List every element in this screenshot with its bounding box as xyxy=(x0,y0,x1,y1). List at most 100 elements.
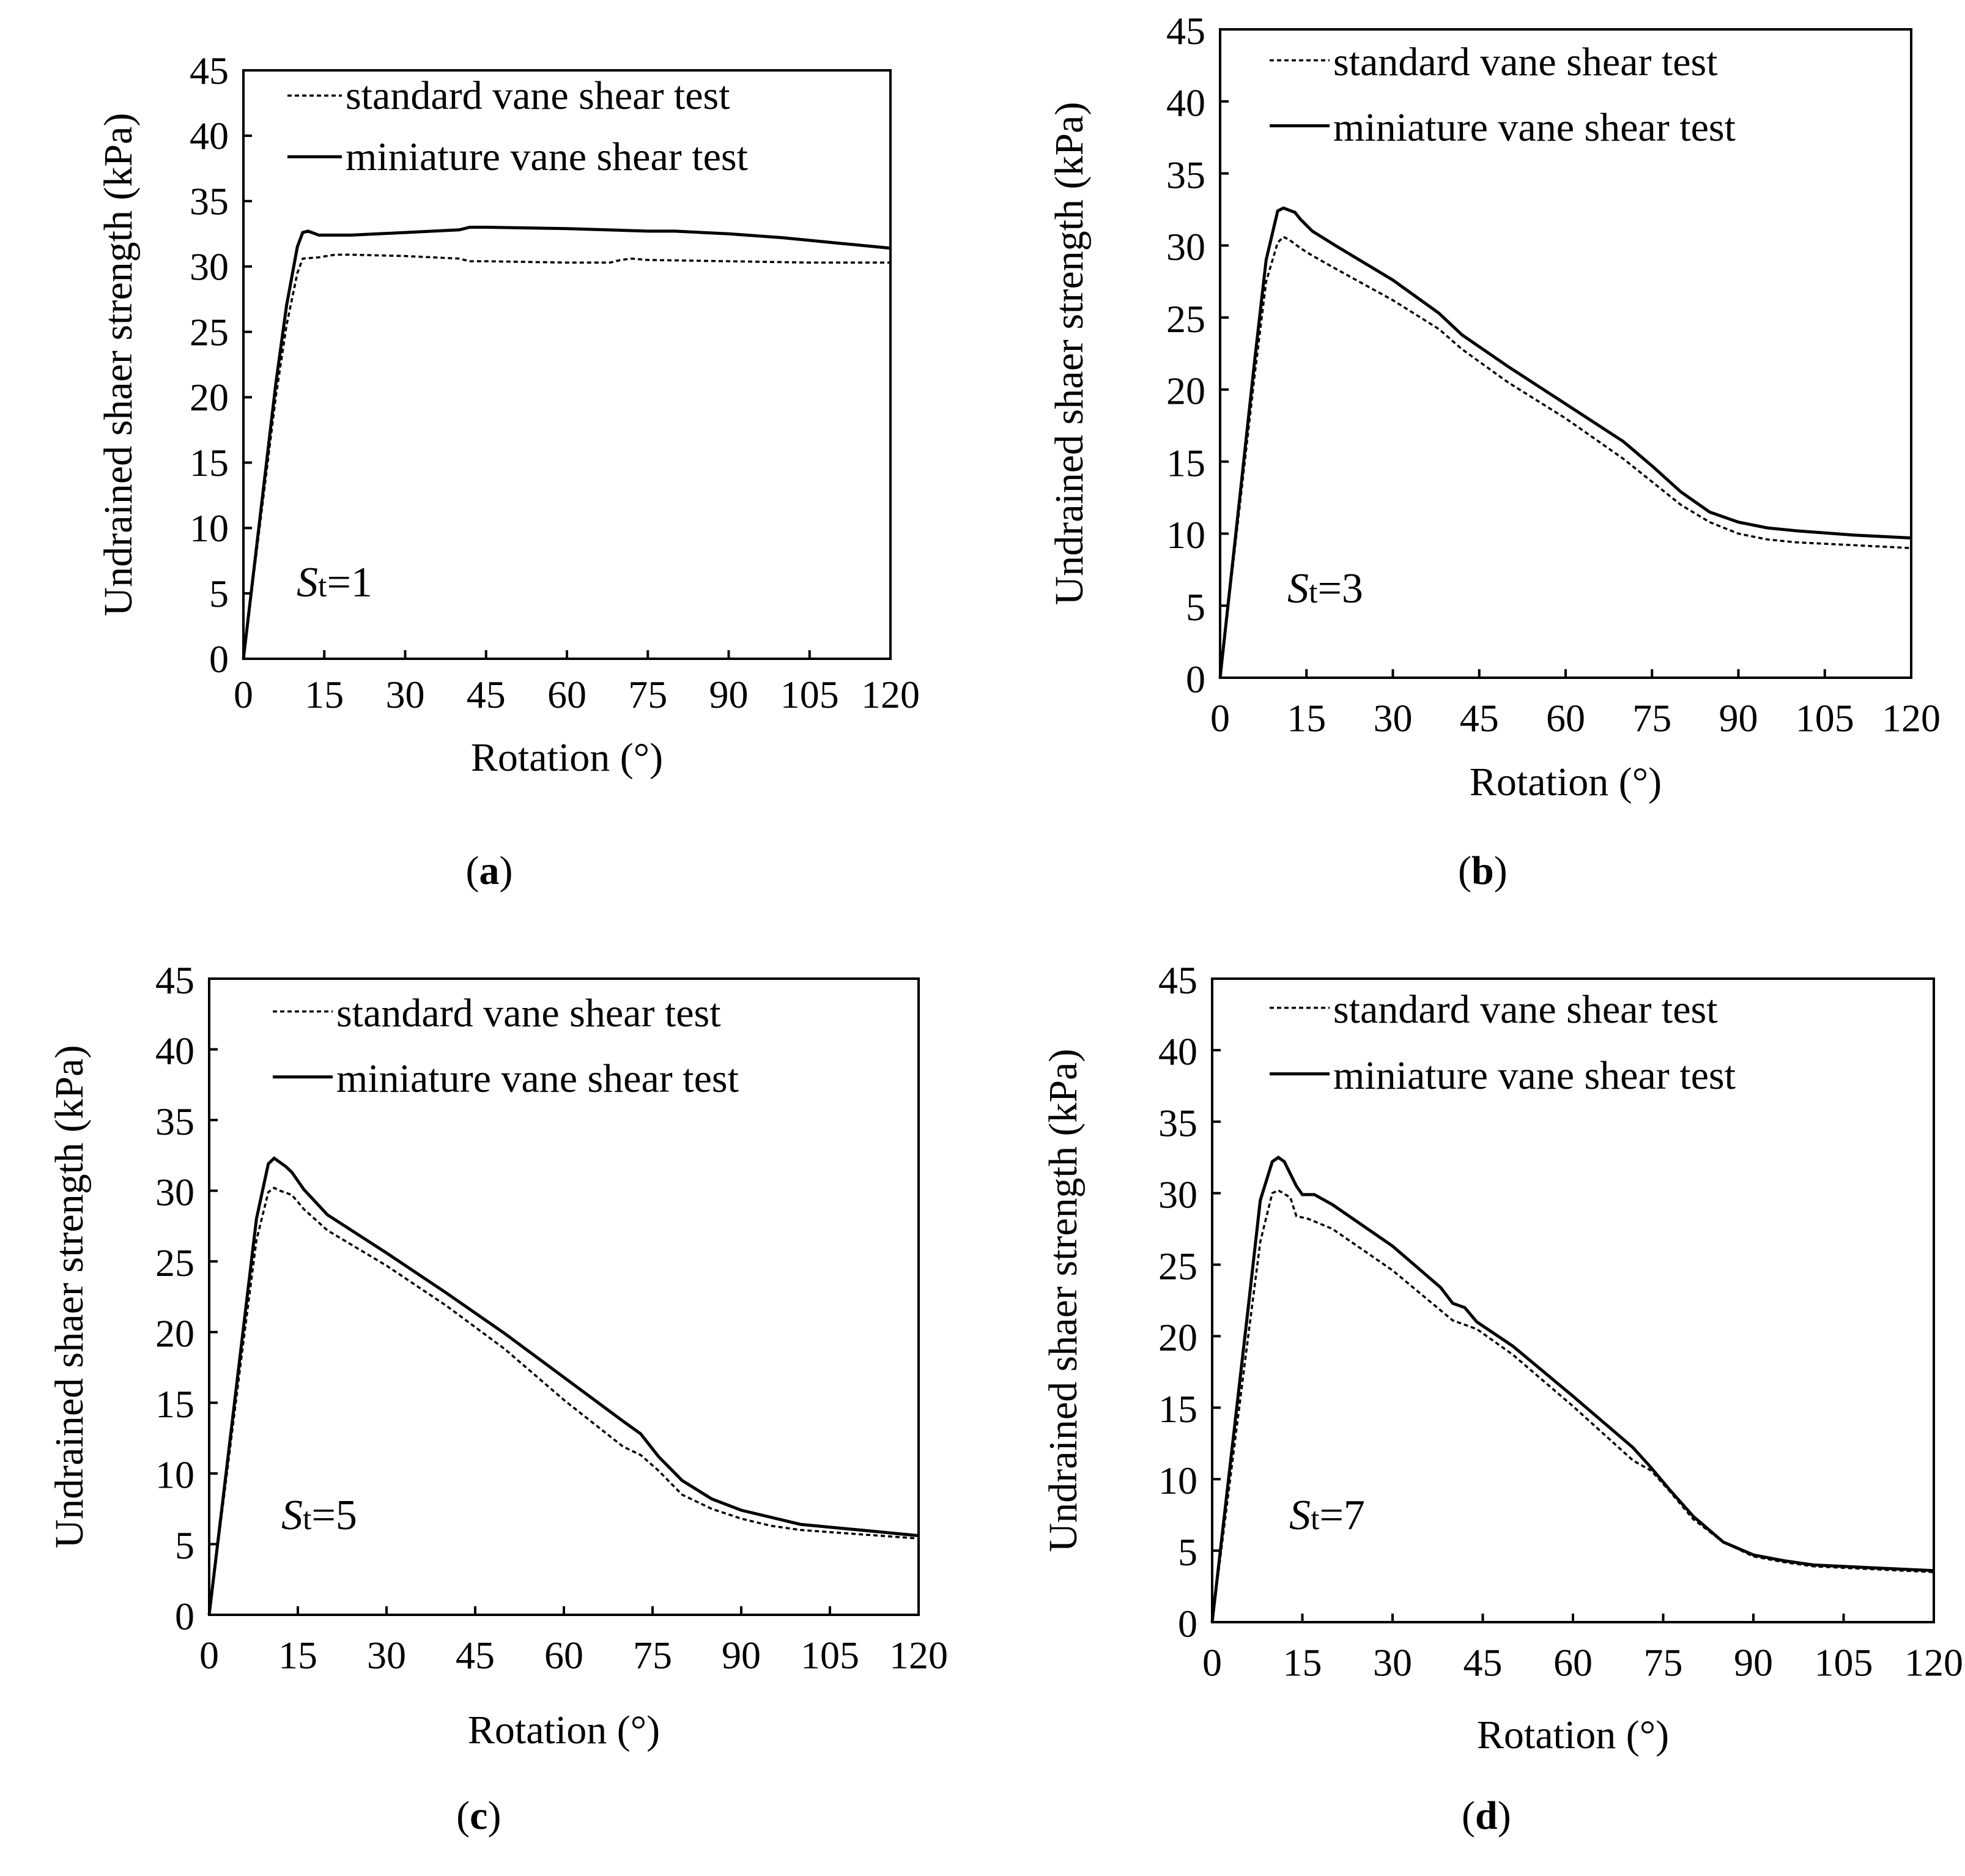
y-tick-label: 0 xyxy=(1186,658,1205,701)
y-tick-label: 25 xyxy=(1166,297,1205,341)
standard-vane-series-line xyxy=(242,253,890,659)
y-tick-label: 0 xyxy=(209,637,229,681)
x-tick-label: 75 xyxy=(633,1634,672,1677)
x-tick-label: 45 xyxy=(1464,1641,1503,1685)
x-tick-label: 105 xyxy=(1815,1641,1873,1685)
y-tick-label: 15 xyxy=(1158,1387,1197,1431)
plot-frame xyxy=(242,69,892,660)
y-tick-label: 15 xyxy=(190,441,229,484)
x-tick-label: 0 xyxy=(199,1634,219,1677)
x-tick-label: 60 xyxy=(547,673,587,716)
x-tick-labels: 0 15 30 45 60 75 90 105 120 xyxy=(1202,1641,1963,1685)
y-tick-label: 5 xyxy=(1186,585,1205,629)
legend-label-standard: standard vane shear test xyxy=(1333,40,1718,84)
annotation-italic-s: S xyxy=(1289,1492,1311,1539)
y-axis-label: Undrained shaer strength (kPa) xyxy=(96,113,141,617)
x-axis-label: Rotation (°) xyxy=(471,735,663,780)
annotation-subscript: t xyxy=(1311,1502,1320,1537)
standard-vane-series-line xyxy=(208,1186,919,1615)
x-tick-label: 45 xyxy=(1460,697,1499,740)
x-tick-label: 15 xyxy=(305,673,344,716)
y-tick-label: 30 xyxy=(1166,225,1205,269)
legend-label-miniature: miniature vane shear test xyxy=(346,135,748,179)
y-tick-label: 25 xyxy=(155,1241,194,1285)
legend-label-standard: standard vane shear test xyxy=(346,73,730,118)
legend-label-miniature: miniature vane shear test xyxy=(1333,1053,1736,1098)
x-tick-label: 30 xyxy=(1374,697,1413,740)
y-tick-label: 10 xyxy=(1166,513,1205,557)
annotation-subscript: t xyxy=(318,569,327,604)
legend-label-standard: standard vane shear test xyxy=(1333,987,1718,1032)
x-tick-label: 120 xyxy=(1882,697,1941,740)
x-tick-label: 90 xyxy=(709,673,749,716)
y-tick-label: 20 xyxy=(155,1312,194,1355)
x-tick-label: 75 xyxy=(628,673,667,716)
miniature-vane-series-line xyxy=(242,226,891,659)
y-tick-label: 45 xyxy=(1166,9,1205,53)
y-tick-label: 30 xyxy=(1158,1173,1197,1216)
x-axis-label: Rotation (°) xyxy=(468,1708,660,1752)
x-tick-label: 30 xyxy=(367,1634,406,1677)
annotation-italic-s: S xyxy=(1287,565,1309,612)
y-tick-label: 5 xyxy=(1178,1530,1197,1574)
sensitivity-annotation: St=3 xyxy=(1287,565,1363,612)
x-tick-label: 0 xyxy=(1202,1641,1222,1685)
x-axis-label: Rotation (°) xyxy=(1470,760,1662,804)
y-tick-label: 40 xyxy=(1158,1030,1197,1073)
y-tick-label: 0 xyxy=(175,1595,194,1638)
x-tick-labels: 0 15 30 45 60 75 90 105 120 xyxy=(199,1634,948,1677)
x-tick-label: 75 xyxy=(1632,697,1671,740)
standard-vane-series-line xyxy=(1211,1189,1934,1623)
panel-c: 0 5 10 15 20 25 30 35 40 45 0 15 30 45 60 75 90 105 120 s… xyxy=(47,958,948,1838)
y-tick-label: 10 xyxy=(155,1453,194,1497)
x-tick-label: 60 xyxy=(1546,697,1585,740)
panel-d: 0 5 10 15 20 25 30 35 40 45 0 15 30 45 60 75 90 105 120 s… xyxy=(1041,958,1963,1838)
x-tick-label: 105 xyxy=(1796,697,1854,740)
y-tick-label: 45 xyxy=(155,958,194,1002)
y-tick-label: 15 xyxy=(1166,441,1205,484)
y-tick-labels: 0 5 10 15 20 25 30 35 40 45 xyxy=(1166,9,1205,701)
y-tick-label: 20 xyxy=(190,376,229,419)
caption-letter: c xyxy=(470,1793,487,1838)
caption-letter: b xyxy=(1471,848,1494,893)
miniature-vane-series-line xyxy=(1210,1155,1934,1623)
x-axis-label: Rotation (°) xyxy=(1477,1713,1669,1757)
x-tick-label: 30 xyxy=(1373,1641,1412,1685)
x-tick-label: 60 xyxy=(544,1634,583,1677)
y-tick-labels: 0 5 10 15 20 25 30 35 40 45 xyxy=(1158,958,1197,1645)
y-tick-label: 15 xyxy=(155,1382,194,1426)
x-tick-label: 90 xyxy=(722,1634,761,1677)
y-axis-label: Undrained shaer strength (kPa) xyxy=(1047,102,1092,606)
annotation-subscript: t xyxy=(303,1502,312,1537)
annotation-value: =1 xyxy=(327,559,372,606)
x-tick-label: 90 xyxy=(1719,697,1758,740)
annotation-value: =5 xyxy=(311,1492,357,1539)
sensitivity-annotation: St=1 xyxy=(297,559,372,606)
annotation-value: =7 xyxy=(1319,1492,1364,1539)
y-tick-label: 40 xyxy=(190,114,229,158)
panel-caption: (b) xyxy=(1458,848,1508,893)
y-axis-label: Undrained shaer strength (kPa) xyxy=(47,1045,92,1549)
y-axis-label: Undrained shaer strength (kPa) xyxy=(1041,1049,1086,1552)
x-tick-label: 30 xyxy=(386,673,425,716)
annotation-value: =3 xyxy=(1317,565,1363,612)
x-tick-label: 45 xyxy=(456,1634,495,1677)
y-tick-label: 10 xyxy=(1158,1459,1197,1502)
annotation-italic-s: S xyxy=(297,559,318,606)
x-tick-label: 120 xyxy=(889,1634,948,1677)
panel-caption: (d) xyxy=(1462,1793,1511,1838)
y-tick-label: 20 xyxy=(1166,369,1205,413)
x-tick-label: 45 xyxy=(467,673,506,716)
miniature-vane-series-line xyxy=(207,1156,919,1615)
y-tick-label: 30 xyxy=(155,1170,194,1214)
y-tick-label: 10 xyxy=(190,506,229,550)
x-tick-label: 120 xyxy=(861,673,920,716)
x-tick-labels: 0 15 30 45 60 75 90 105 120 xyxy=(1210,697,1941,740)
x-tick-label: 75 xyxy=(1644,1641,1683,1685)
annotation-subscript: t xyxy=(1309,575,1318,610)
y-tick-label: 35 xyxy=(1166,153,1205,196)
y-tick-label: 45 xyxy=(1158,958,1197,1002)
x-tick-label: 15 xyxy=(278,1634,317,1677)
y-tick-label: 40 xyxy=(155,1029,194,1072)
sensitivity-annotation: St=7 xyxy=(1289,1492,1365,1539)
